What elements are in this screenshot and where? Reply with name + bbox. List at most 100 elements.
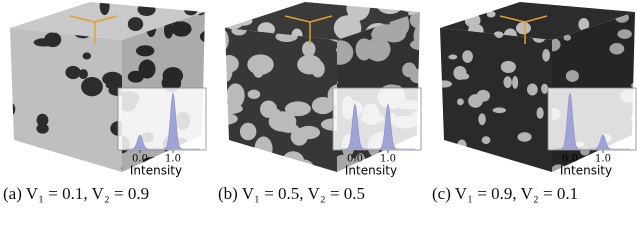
blob [473, 0, 480, 7]
blob [278, 161, 302, 180]
blob [209, 85, 221, 102]
cube-images: 0.01.0Intensity0.01.0Intensity0.01.0Inte… [0, 0, 637, 180]
blob [248, 90, 261, 99]
blob [7, 0, 17, 15]
inset-box [118, 88, 206, 150]
blob [254, 136, 272, 161]
blob [449, 8, 465, 19]
blob [509, 167, 519, 174]
blob [25, 4, 40, 16]
blob [269, 111, 297, 131]
inset-x-label: Intensity [130, 164, 182, 178]
blob [31, 165, 47, 180]
blob [609, 43, 624, 54]
blob [437, 136, 445, 143]
blob [445, 4, 460, 9]
blob [493, 107, 506, 113]
caption: (b) V₁ = 0.5, V₂ = 0.5 [218, 182, 416, 205]
blob [541, 84, 548, 94]
blob [200, 30, 217, 42]
blob [365, 37, 390, 61]
inset-box [548, 88, 636, 150]
blob [81, 77, 103, 96]
inset-x-label: Intensity [560, 164, 612, 178]
blob [251, 161, 278, 180]
blob [517, 132, 531, 142]
blob [297, 55, 322, 75]
blob [221, 9, 245, 29]
blob [501, 61, 516, 73]
blob [12, 16, 22, 23]
blob [34, 0, 49, 12]
blob [468, 94, 483, 108]
blob [449, 153, 463, 164]
inset-box [333, 88, 421, 150]
blob [192, 0, 211, 12]
blob [227, 83, 245, 107]
blob [187, 150, 209, 160]
blob [527, 83, 538, 95]
blob [444, 163, 456, 171]
blob [7, 0, 24, 5]
blob [204, 162, 229, 180]
blob [185, 156, 199, 167]
blob [542, 49, 550, 62]
blob [4, 102, 16, 116]
blob [236, 152, 254, 171]
blob [206, 124, 224, 136]
blob [138, 3, 156, 16]
blob [512, 76, 518, 89]
blob [462, 0, 472, 12]
blob [396, 0, 424, 12]
blob [210, 28, 229, 53]
blob [437, 80, 453, 87]
blob [37, 114, 49, 127]
blob [617, 29, 631, 39]
blob [22, 1, 30, 19]
blob [428, 26, 435, 34]
blob [209, 113, 237, 125]
blob [282, 151, 304, 172]
blob [227, 9, 238, 27]
blob [0, 20, 7, 27]
blob [15, 144, 27, 155]
blob [251, 0, 265, 14]
blob [459, 73, 469, 79]
blob [65, 66, 80, 79]
blob [83, 52, 91, 59]
blob [214, 100, 229, 113]
blob [478, 113, 486, 125]
blob [347, 12, 361, 24]
blob [462, 50, 473, 63]
blob [516, 22, 531, 34]
blob [431, 97, 443, 104]
blob [302, 41, 315, 57]
blob [432, 10, 445, 19]
blob [566, 70, 579, 82]
blob [204, 136, 231, 157]
blob [128, 71, 144, 83]
caption: (c) V₁ = 0.9, V₂ = 0.1 [432, 182, 630, 205]
blob [457, 139, 467, 152]
blob [210, 141, 236, 157]
blob [298, 126, 320, 139]
blob [410, 39, 436, 50]
blob [239, 161, 252, 180]
blob [428, 135, 442, 144]
inset-x-label: Intensity [345, 164, 397, 178]
blob [429, 100, 440, 107]
blob [469, 164, 484, 177]
blob [128, 17, 143, 31]
blob [402, 63, 416, 78]
caption: (a) V₁ = 0.1, V₂ = 0.9 [3, 182, 201, 205]
blob [457, 98, 464, 105]
blob [448, 54, 457, 59]
blob [404, 152, 429, 169]
blob [213, 91, 224, 108]
blob [451, 149, 467, 163]
blob [482, 136, 491, 144]
blob [0, 159, 6, 169]
blob [253, 164, 266, 177]
blob [221, 58, 233, 82]
blob [240, 123, 256, 141]
